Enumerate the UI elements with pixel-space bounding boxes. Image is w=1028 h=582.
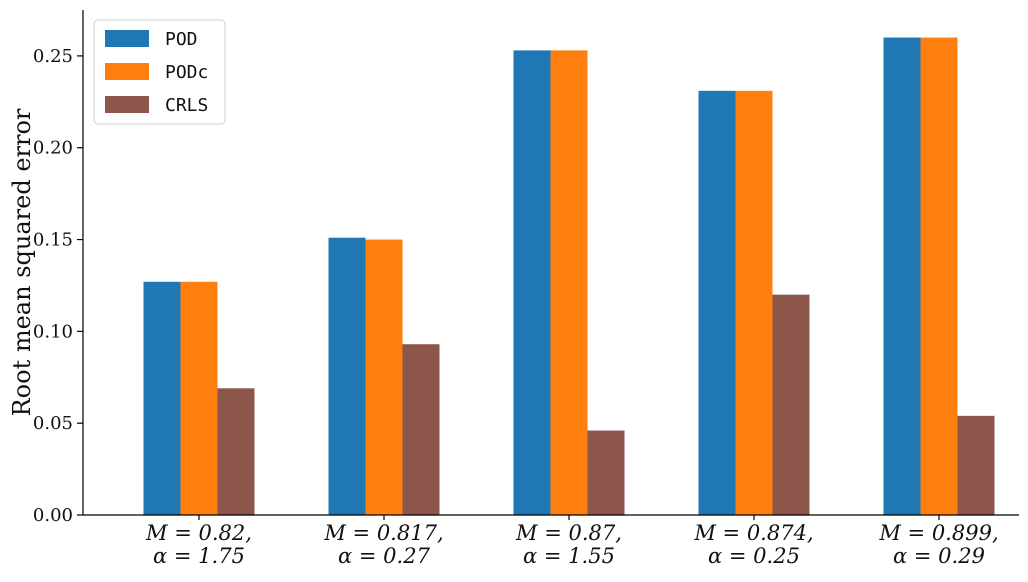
y-tick-label: 0.10 bbox=[33, 321, 73, 342]
bar-pod-4 bbox=[698, 90, 736, 516]
bar-pod-2 bbox=[328, 237, 366, 515]
y-tick-label: 0.05 bbox=[33, 413, 73, 434]
legend-swatch-crls bbox=[105, 96, 149, 113]
axes-layer bbox=[82, 10, 1019, 516]
y-ticks-layer: 0.00 0.05 0.10 0.15 0.20 0.25 bbox=[33, 46, 83, 526]
bar-crls-5 bbox=[957, 415, 995, 515]
y-tick-label: 0.00 bbox=[33, 505, 73, 526]
bars-layer bbox=[143, 37, 995, 516]
legend-label-podc: PODc bbox=[165, 62, 208, 83]
bar-podc-2 bbox=[365, 239, 403, 516]
category-label-line: α = 1.55 bbox=[523, 544, 615, 568]
bar-podc-5 bbox=[920, 37, 958, 516]
bar-pod-1 bbox=[143, 281, 181, 515]
bar-podc-1 bbox=[180, 281, 218, 515]
legend-swatch-pod bbox=[105, 30, 149, 47]
y-tick-label: 0.20 bbox=[33, 138, 73, 159]
category-label-line: M = 0.817, bbox=[323, 521, 443, 545]
category-label-line: α = 0.29 bbox=[893, 544, 985, 568]
category-labels-layer: M = 0.82,α = 1.75 M = 0.817,α = 0.27 M = 0… bbox=[145, 515, 999, 568]
category-label-line: M = 0.87, bbox=[515, 521, 622, 545]
bar-crls-1 bbox=[217, 388, 255, 515]
bar-pod-5 bbox=[883, 37, 921, 516]
legend-label-crls: CRLS bbox=[165, 95, 208, 116]
bar-crls-3 bbox=[587, 430, 625, 515]
y-axis-label: Root mean squared error bbox=[8, 108, 36, 416]
category-label-line: α = 0.27 bbox=[338, 544, 431, 568]
bar-podc-3 bbox=[550, 50, 588, 516]
legend-swatch-podc bbox=[105, 63, 149, 80]
bar-crls-2 bbox=[402, 344, 440, 515]
category-label-line: α = 0.25 bbox=[708, 544, 800, 568]
legend-label-pod: POD bbox=[165, 29, 198, 50]
category-label-line: M = 0.874, bbox=[693, 521, 813, 545]
bar-podc-4 bbox=[735, 90, 773, 516]
y-tick-label: 0.15 bbox=[33, 230, 73, 251]
bar-pod-3 bbox=[513, 50, 551, 516]
category-label-line: M = 0.82, bbox=[145, 521, 252, 545]
bar-crls-4 bbox=[772, 294, 810, 515]
category-label-line: α = 1.75 bbox=[153, 544, 245, 568]
y-tick-label: 0.25 bbox=[33, 46, 73, 67]
category-label-line: M = 0.899, bbox=[878, 521, 998, 545]
legend: POD PODc CRLS bbox=[93, 19, 226, 125]
